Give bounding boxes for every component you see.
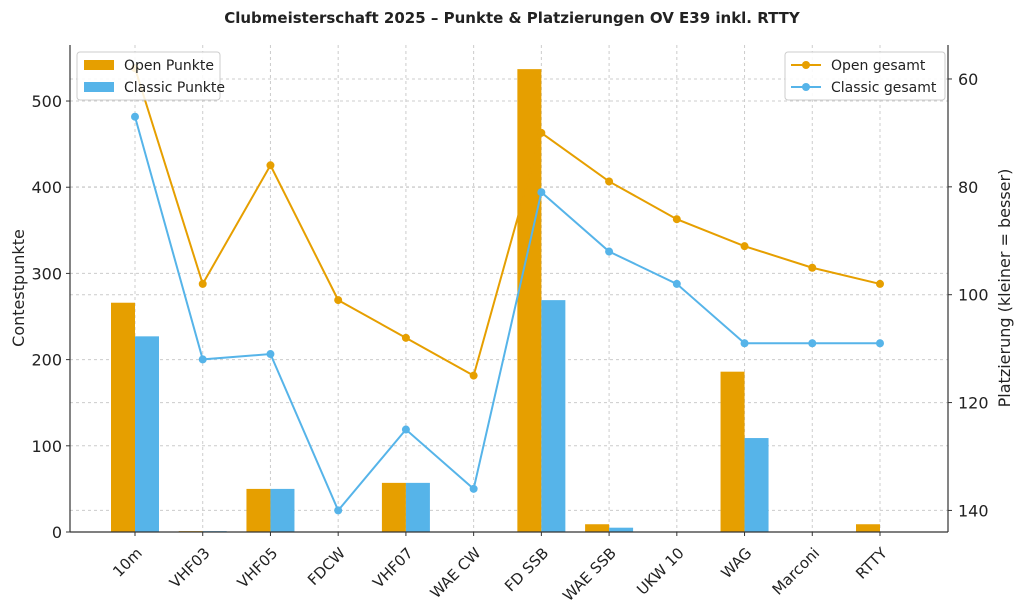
legend-swatch — [84, 82, 114, 92]
line-open-gesamt — [134, 67, 881, 378]
point-classic-gesamt — [131, 112, 139, 121]
bar-open — [246, 488, 271, 532]
y-tick-label: 300 — [31, 264, 62, 283]
x-tick-label: WAE CW — [427, 544, 485, 602]
x-tick-label: WAE SSB — [559, 544, 620, 605]
point-classic-gesamt — [401, 425, 410, 434]
point-open-gesamt — [808, 263, 817, 272]
legend-label: Open gesamt — [831, 58, 926, 74]
x-tick-label: FDCW — [304, 544, 349, 589]
bar-open — [381, 482, 406, 532]
y-tick-label: 200 — [31, 351, 62, 370]
bar-open — [111, 302, 135, 532]
y-axis-right-label: Platzierung (kleiner = besser) — [995, 169, 1014, 408]
y-tick-label: 100 — [31, 437, 62, 456]
point-classic-gesamt — [808, 339, 817, 348]
point-open-gesamt — [266, 161, 275, 170]
point-classic-gesamt — [605, 247, 614, 256]
y-right-tick-label: 140 — [958, 501, 989, 520]
x-tick-label: VHF05 — [234, 544, 282, 592]
bar-classic — [135, 336, 159, 532]
point-classic-gesamt — [537, 188, 546, 197]
y-axis-label: Contestpunkte — [9, 229, 28, 347]
point-classic-gesamt — [334, 506, 343, 515]
x-tick-label: Marconi — [769, 544, 824, 599]
bar-open — [517, 69, 542, 532]
x-tick-label: WAG — [717, 544, 755, 582]
y-tick-label: 0 — [52, 523, 62, 542]
bar-open — [585, 524, 610, 532]
legend-marker — [802, 83, 810, 91]
point-classic-gesamt — [876, 339, 884, 348]
point-open-gesamt — [198, 279, 207, 288]
bar-classic — [744, 438, 769, 532]
y-right-tick-label: 80 — [958, 178, 978, 197]
point-open-gesamt — [537, 128, 546, 137]
bar-classic — [541, 300, 566, 532]
point-classic-gesamt — [469, 484, 478, 493]
line-classic-gesamt — [134, 116, 880, 513]
bar-classic — [405, 482, 430, 532]
x-tick-label: FD SSB — [501, 544, 552, 595]
chart-title: Clubmeisterschaft 2025 – Punkte & Platzi… — [224, 9, 801, 27]
point-classic-gesamt — [198, 355, 207, 364]
y-right-tick-label: 60 — [958, 70, 978, 89]
point-open-gesamt — [469, 371, 478, 380]
bar-classic — [609, 527, 634, 532]
bar-open — [720, 371, 745, 532]
point-open-gesamt — [740, 242, 749, 251]
y-tick-label: 400 — [31, 178, 62, 197]
bar-classic — [270, 488, 295, 532]
x-tick-label: VHF03 — [166, 544, 214, 592]
y-tick-label: 500 — [31, 92, 62, 111]
y-right-tick-label: 100 — [958, 286, 989, 305]
y-right-tick-label: 120 — [958, 394, 989, 413]
legend-label: Classic Punkte — [124, 80, 225, 96]
legend-label: Open Punkte — [124, 58, 214, 74]
point-open-gesamt — [401, 333, 410, 342]
legend-swatch — [84, 60, 114, 70]
point-open-gesamt — [605, 177, 614, 186]
point-open-gesamt — [672, 215, 681, 224]
point-classic-gesamt — [266, 350, 275, 359]
point-open-gesamt — [876, 279, 884, 288]
x-tick-label: RTTY — [852, 544, 891, 583]
legend-right-box — [784, 51, 946, 101]
bar-open — [856, 524, 880, 532]
x-tick-label: UKW 10 — [633, 544, 687, 598]
x-tick-label: VHF07 — [369, 544, 417, 592]
legend-marker — [802, 61, 810, 69]
point-classic-gesamt — [740, 339, 749, 348]
x-tick-label: 10m — [109, 544, 146, 581]
legend-label: Classic gesamt — [831, 80, 937, 96]
point-classic-gesamt — [672, 279, 681, 288]
point-open-gesamt — [334, 296, 343, 305]
